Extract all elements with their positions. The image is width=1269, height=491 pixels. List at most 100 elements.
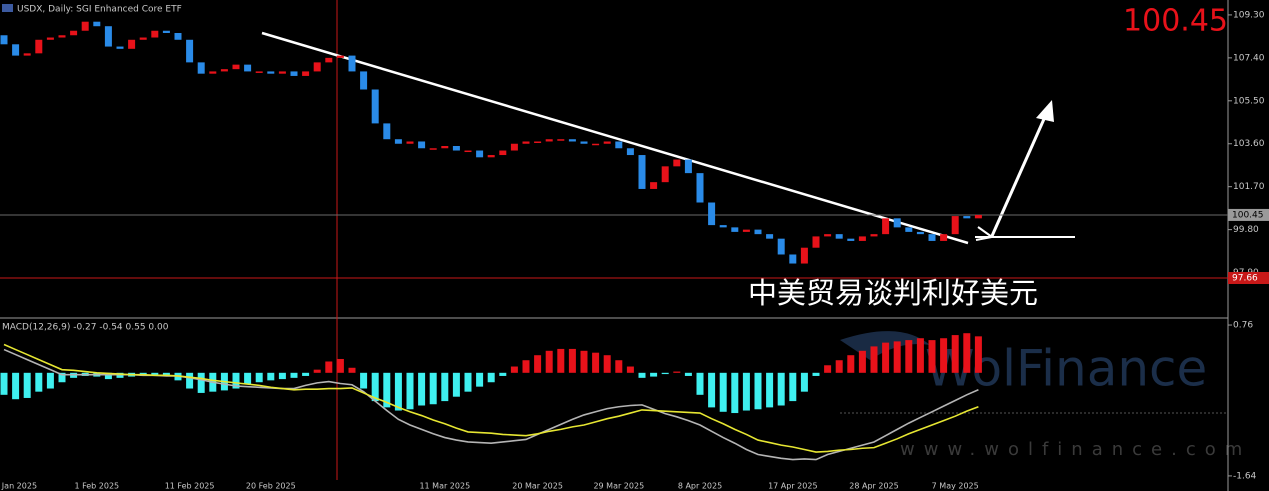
candle-body xyxy=(70,30,78,36)
candle-body xyxy=(371,89,379,124)
candle-body xyxy=(162,30,170,33)
candle-body xyxy=(638,155,646,189)
trend-line xyxy=(261,31,969,245)
histogram-bar xyxy=(731,372,739,414)
candle-body xyxy=(348,55,356,72)
histogram-bar xyxy=(487,372,495,383)
candle-body xyxy=(325,57,333,63)
candle-body xyxy=(23,53,31,56)
histogram-bar xyxy=(905,340,913,373)
histogram-bar xyxy=(302,372,310,376)
histogram-bar xyxy=(858,350,866,373)
histogram-bar xyxy=(290,372,298,378)
candle-body xyxy=(429,148,437,150)
candle-body xyxy=(12,44,20,56)
candle-body xyxy=(928,234,936,241)
histogram-bar xyxy=(499,372,507,376)
histogram-bar xyxy=(162,372,170,376)
histogram-bar xyxy=(278,372,286,380)
histogram-bar xyxy=(336,358,344,373)
candle-body xyxy=(719,225,727,228)
arrow-up-head xyxy=(1036,100,1054,122)
candle-body xyxy=(81,21,89,31)
arrow-back xyxy=(975,226,995,241)
histogram-bar xyxy=(882,342,890,373)
candle-body xyxy=(139,37,147,40)
candle-body xyxy=(789,254,797,264)
histogram-bar xyxy=(464,372,472,392)
watermark: WolFinance xyxy=(925,340,1207,398)
candle-body xyxy=(186,39,194,63)
level-tag xyxy=(1228,271,1269,284)
histogram-bar xyxy=(974,336,982,373)
y-tick-label: 105.50 xyxy=(1233,96,1265,106)
histogram-bar xyxy=(696,372,704,395)
candle-body xyxy=(418,141,426,149)
y-tick-label: 109.30 xyxy=(1233,10,1265,20)
candle-body xyxy=(673,159,681,167)
candle-body xyxy=(499,150,507,156)
macd-title: MACD(12,26,9) -0.27 -0.54 0.55 0.00 xyxy=(2,323,169,333)
candle-body xyxy=(882,218,890,235)
histogram-bar xyxy=(360,372,368,389)
histogram-bar xyxy=(568,348,576,373)
x-tick-label: 8 Apr 2025 xyxy=(678,482,722,491)
candle-body xyxy=(313,62,321,72)
histogram-bar xyxy=(325,361,333,373)
annotation: 中美贸易谈判利好美元 xyxy=(748,276,1038,310)
histogram-bar xyxy=(255,372,263,383)
histogram-bar xyxy=(522,360,530,373)
y-tick-label: 107.40 xyxy=(1233,53,1265,63)
histogram-bar xyxy=(580,350,588,373)
histogram-bar xyxy=(951,335,959,373)
candle-body xyxy=(174,32,182,40)
candle-body xyxy=(220,69,228,72)
histogram-bar xyxy=(638,372,646,378)
x-tick-label: 11 Feb 2025 xyxy=(165,482,215,491)
candle-body xyxy=(615,141,623,149)
candle-body xyxy=(626,148,634,156)
candle-body xyxy=(696,173,704,203)
histogram-bar xyxy=(766,372,774,408)
candle-body xyxy=(580,141,588,144)
candle-body xyxy=(858,236,866,241)
candle-body xyxy=(290,71,298,76)
histogram-bar xyxy=(406,372,414,410)
candle-body xyxy=(128,39,136,49)
histogram-bar xyxy=(847,355,855,373)
y-tick-label: 0.76 xyxy=(1233,321,1253,331)
candle-body xyxy=(406,141,414,144)
watermark-group: WolFinance www.wolfinance.com xyxy=(840,331,1251,460)
price-tag-label: 100.45 xyxy=(1232,210,1264,220)
x-tick-label: 17 Apr 2025 xyxy=(768,482,817,491)
histogram-bar xyxy=(603,355,611,373)
candle-body xyxy=(592,143,600,146)
y-tick-label: 99.80 xyxy=(1233,225,1259,235)
chart-title: USDX, Daily: SGI Enhanced Core ETF xyxy=(17,5,182,15)
x-tick-label: 29 Mar 2025 xyxy=(593,482,644,491)
candle-body xyxy=(568,139,576,142)
histogram-bar xyxy=(441,372,449,402)
candle-body xyxy=(650,182,658,189)
histogram-bar xyxy=(418,372,426,406)
candle-body xyxy=(244,64,252,72)
candle-body xyxy=(360,71,368,90)
price-tag xyxy=(1228,208,1269,221)
candle-body xyxy=(661,166,669,183)
y-tick-label: 103.60 xyxy=(1233,139,1265,149)
histogram-bar xyxy=(371,372,379,402)
y-tick-label: 101.70 xyxy=(1233,182,1265,192)
candle-body xyxy=(93,21,101,27)
candle-body xyxy=(766,234,774,239)
candle-body xyxy=(870,234,878,237)
website: www.wolfinance.com xyxy=(900,439,1251,460)
flag-icon xyxy=(2,4,13,12)
histogram-bar xyxy=(197,372,205,393)
histogram-bar xyxy=(394,372,402,411)
candle-body xyxy=(800,247,808,264)
histogram-bar xyxy=(916,338,924,373)
candle-body xyxy=(452,146,460,151)
candle-body xyxy=(754,229,762,235)
